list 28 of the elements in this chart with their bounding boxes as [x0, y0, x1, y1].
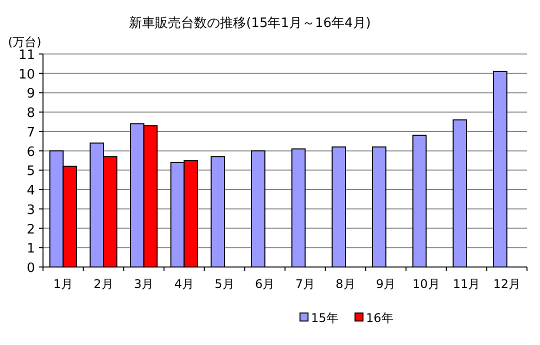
y-axis-title: (万台): [8, 35, 42, 49]
chart-title: 新車販売台数の推移(15年1月～16年4月): [129, 16, 371, 31]
y-tick-label: 5: [26, 164, 35, 180]
y-tick-label: 0: [26, 261, 35, 276]
y-tick-label: 4: [26, 184, 35, 199]
legend-label: 16年: [366, 311, 394, 325]
x-tick-label: 9月: [376, 277, 396, 291]
y-tick-label: 2: [26, 222, 35, 238]
x-tick-label: 7月: [295, 277, 315, 291]
y-tick-label: 7: [26, 125, 35, 140]
x-tick-label: 10月: [412, 277, 440, 291]
y-tick-label: 8: [26, 106, 35, 122]
x-tick-label: 1月: [53, 277, 73, 291]
legend-label: 15年: [311, 311, 338, 325]
x-tick-label: 6月: [255, 277, 275, 291]
x-tick-label: 3月: [134, 277, 154, 291]
x-tick-label: 5月: [214, 277, 234, 291]
x-tick-label: 2月: [94, 277, 114, 291]
y-tick-label: 10: [18, 67, 35, 82]
y-tick-label: 11: [18, 48, 35, 63]
y-tick-label: 1: [26, 242, 35, 257]
y-tick-label: 6: [26, 144, 35, 160]
y-tick-label: 9: [26, 86, 35, 102]
x-tick-label: 11月: [452, 277, 480, 291]
x-tick-label: 12月: [493, 277, 520, 291]
y-tick-label: 3: [26, 202, 35, 218]
x-tick-label: 4月: [174, 277, 194, 291]
x-tick-label: 8月: [336, 277, 356, 291]
